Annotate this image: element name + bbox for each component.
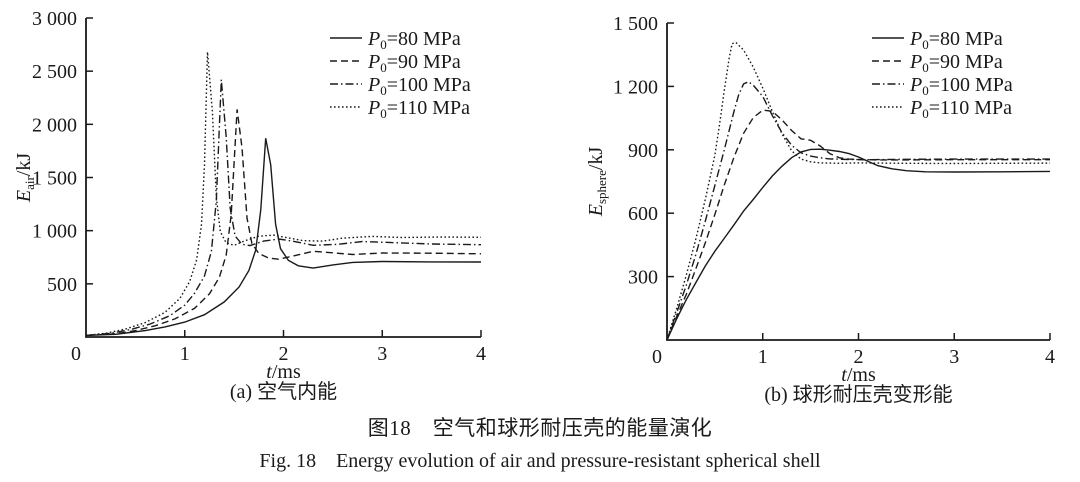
x-tick-label: 1 (758, 346, 768, 368)
y-tick-label: 1 200 (613, 76, 658, 98)
x-tick-label: 2 (854, 346, 864, 368)
series-line-p0-80-mpa (85, 138, 482, 337)
y-tick-label: 1 500 (613, 13, 658, 35)
x-tick-label: 0 (71, 343, 81, 365)
x-axis-label: t/ms (841, 364, 876, 386)
y-tick-label: 600 (628, 203, 658, 225)
series-line-p0-100-mpa (85, 79, 482, 337)
y-tick-label: 2 000 (32, 114, 77, 136)
chart-sphere-deformation-energy: 300 600 900 1 200 1 500 0 1 2 3 4 t/ms(b) 球形耐压壳变形能… (585, 13, 1055, 406)
figure-caption-en: Fig. 18 Energy evolution of air and pres… (259, 450, 821, 472)
x-tick-label: 4 (1045, 346, 1055, 368)
series-line-p0-100-mpa (666, 81, 1050, 341)
x-tick-label: 0 (652, 346, 662, 368)
legend-label: P0=100 MPa (367, 74, 471, 98)
y-tick-label: 1 500 (32, 168, 77, 190)
axes (85, 17, 482, 338)
series-line-p0-90-mpa (666, 109, 1050, 341)
y-tick-label: 3 000 (32, 8, 77, 30)
x-tick-label: 4 (476, 343, 486, 365)
subplot-caption: (b) 球形耐压壳变形能 (764, 383, 952, 406)
y-axis-label: Esphere/kJ (585, 147, 609, 218)
legend-label: P0=110 MPa (909, 97, 1012, 121)
legend-label: P0=100 MPa (909, 74, 1013, 98)
subplot-caption: (a) 空气内能 (230, 380, 337, 403)
axis-labels: 500 1 000 1 500 2 000 2 500 3 000 0 1 2 3 4 t/ms(a)… (32, 8, 486, 403)
legend-label: P0=80 MPa (367, 28, 461, 52)
y-tick-label: 2 500 (32, 61, 77, 83)
legend-label: P0=80 MPa (909, 28, 1003, 52)
y-axis-label: Eair/kJ (13, 153, 37, 203)
x-tick-label: 3 (377, 343, 387, 365)
legend-label: P0=110 MPa (367, 97, 470, 121)
series-line-p0-80-mpa (666, 148, 1051, 341)
axis-labels: 300 600 900 1 200 1 500 0 1 2 3 4 t/ms(b) 球形耐压壳变形能 (613, 13, 1055, 406)
chart-air-internal-energy: 500 1 000 1 500 2 000 2 500 3 000 0 1 2 3 4 t/ms(a)… (13, 8, 486, 403)
x-axis-label: t/ms (266, 361, 301, 383)
y-tick-label: 900 (628, 140, 658, 162)
series-line-p0-90-mpa (85, 109, 482, 337)
legend-label: P0=90 MPa (367, 51, 461, 75)
legend-label: P0=90 MPa (909, 51, 1003, 75)
y-tick-label: 300 (628, 267, 658, 289)
y-tick-label: 500 (47, 274, 77, 296)
x-tick-label: 2 (279, 343, 289, 365)
x-tick-label: 1 (180, 343, 190, 365)
figure-caption-zh: 图18 空气和球形耐压壳的能量演化 (367, 416, 713, 440)
x-tick-label: 3 (949, 346, 959, 368)
y-tick-label: 1 000 (32, 221, 77, 243)
